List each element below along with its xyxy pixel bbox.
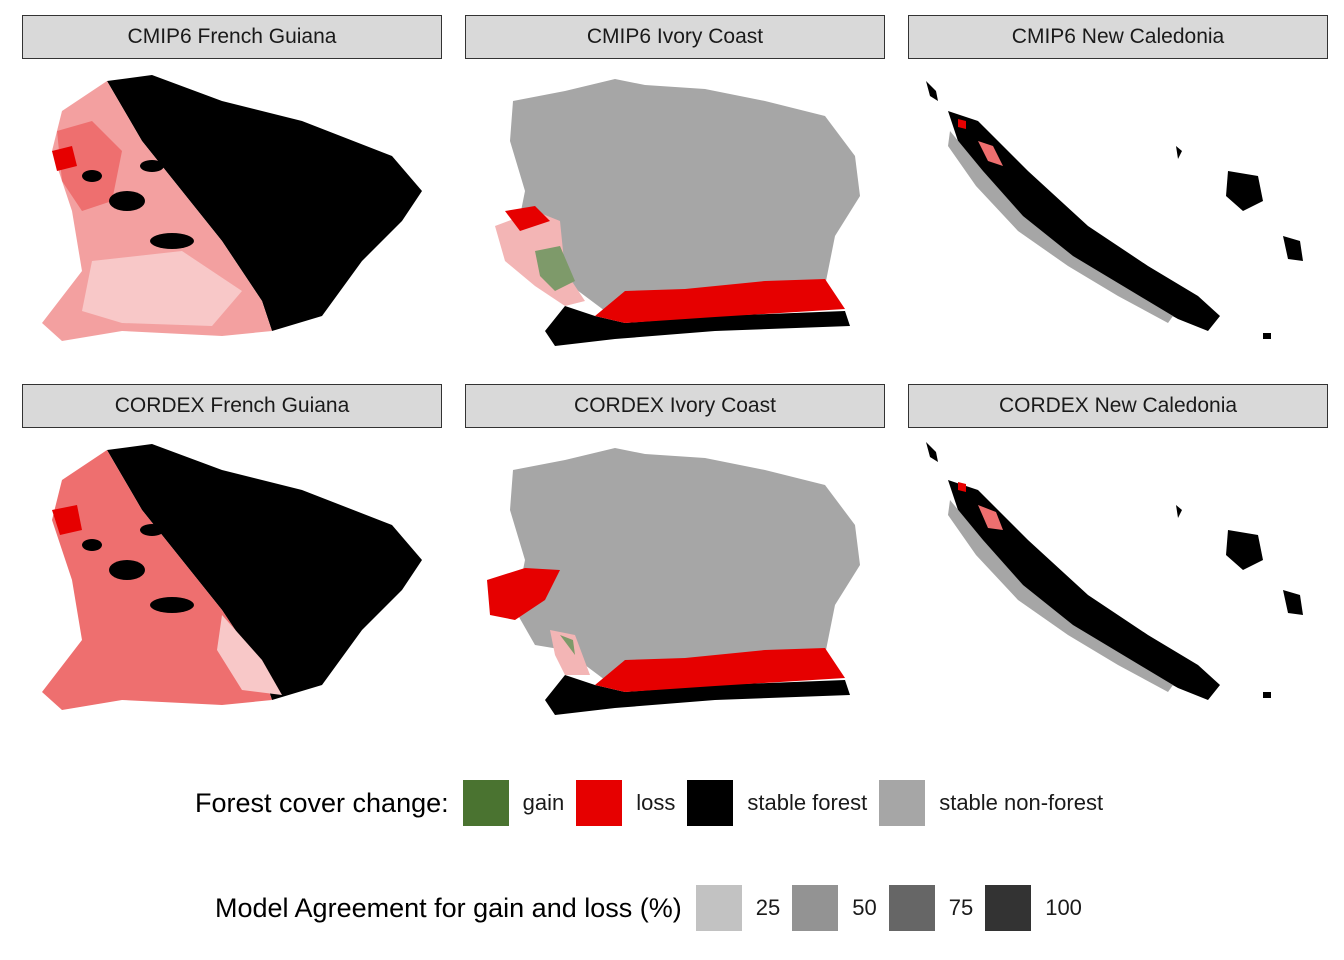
legend-key-stable-forest: [687, 780, 734, 826]
loss-light-region: [550, 630, 590, 675]
forest-patch: [150, 233, 194, 249]
loss-strong-spot: [958, 482, 966, 492]
legend-key-50: [792, 885, 839, 931]
panel-title: CORDEX French Guiana: [22, 384, 442, 428]
legend-label-50: 50: [852, 895, 877, 920]
loss-strong-spot: [52, 505, 82, 535]
legend-title: Forest cover change:: [195, 787, 449, 818]
forest-patch: [82, 170, 102, 182]
loss-dense-region: [57, 121, 122, 211]
loss-strong-spot: [505, 206, 550, 231]
island-patch: [1283, 236, 1303, 261]
map-french-guiana: [42, 75, 422, 341]
legend-label-25: 25: [755, 895, 781, 920]
forest-patch: [150, 597, 194, 613]
island-patch: [1263, 333, 1271, 339]
loss-region: [42, 450, 272, 710]
panel-title: CORDEX Ivory Coast: [465, 384, 885, 428]
panel-title: CORDEX New Caledonia: [908, 384, 1328, 428]
forest-patch: [109, 191, 145, 211]
legend-model-agreement: Model Agreement for gain and loss (%) 25…: [215, 885, 1094, 931]
map-new-caledonia: [926, 81, 1303, 339]
legend-label-stable-non-forest: stable non-forest: [939, 790, 1104, 815]
loss-light-region: [82, 251, 242, 326]
island-patch: [1176, 505, 1182, 518]
stable-nonforest-region: [510, 79, 860, 311]
forest-patch: [109, 560, 145, 580]
loss-region: [487, 568, 560, 620]
legend-label-stable-forest: stable forest: [747, 790, 868, 815]
stable-nonforest-region: [510, 448, 860, 680]
legend-label-gain: gain: [522, 790, 565, 815]
island-patch: [926, 442, 938, 462]
legend-key-25: [695, 885, 742, 931]
panel-cmip6-ivory-coast: CMIP6 Ivory Coast: [465, 15, 885, 355]
stable-forest-region: [107, 75, 422, 331]
legend-label-75: 75: [948, 895, 974, 920]
legend-label-100: 100: [1045, 895, 1082, 920]
forest-patch: [140, 160, 164, 172]
map-ivory-coast: [495, 79, 860, 346]
loss-region: [978, 141, 1003, 166]
forest-patch: [140, 524, 164, 536]
loss-region: [595, 279, 845, 323]
stable-forest-region: [545, 306, 850, 346]
panel-title: CMIP6 Ivory Coast: [465, 15, 885, 59]
loss-region: [978, 505, 1003, 530]
panel-title: CMIP6 French Guiana: [22, 15, 442, 59]
map-french-guiana: [42, 444, 422, 710]
legend-title: Model Agreement for gain and loss (%): [215, 892, 682, 923]
gain-region: [560, 635, 575, 655]
island-patch: [1226, 171, 1263, 211]
forest-patch: [82, 539, 102, 551]
legend-label-loss: loss: [636, 790, 676, 815]
island-patch: [1283, 590, 1303, 615]
island-patch: [1263, 692, 1271, 698]
panel-cordex-new-caledonia: CORDEX New Caledonia: [908, 384, 1328, 724]
loss-strong-spot: [52, 146, 77, 171]
stable-forest-region: [948, 480, 1220, 700]
legend-key-100: [985, 885, 1032, 931]
legend-key-gain: [462, 780, 509, 826]
stable-nonforest-region: [948, 131, 1173, 323]
stable-forest-region: [948, 111, 1220, 331]
island-patch: [1226, 530, 1263, 570]
panel-cordex-ivory-coast: CORDEX Ivory Coast: [465, 384, 885, 724]
stable-forest-region: [107, 444, 422, 700]
loss-region: [595, 648, 845, 692]
loss-light-region: [217, 615, 282, 695]
island-patch: [926, 81, 938, 101]
panel-cmip6-french-guiana: CMIP6 French Guiana: [22, 15, 442, 355]
island-patch: [1176, 146, 1182, 159]
map-new-caledonia: [926, 442, 1303, 700]
legend-forest-cover-change: Forest cover change: gain loss stable fo…: [195, 780, 1115, 826]
panel-cmip6-new-caledonia: CMIP6 New Caledonia: [908, 15, 1328, 355]
panel-title: CMIP6 New Caledonia: [908, 15, 1328, 59]
panel-cordex-french-guiana: CORDEX French Guiana: [22, 384, 442, 724]
map-ivory-coast: [487, 448, 860, 715]
loss-strong-spot: [958, 119, 966, 129]
legend-key-stable-non-forest: [879, 780, 926, 826]
stable-forest-region: [545, 675, 850, 715]
legend-key-75: [888, 885, 935, 931]
gain-region: [535, 246, 575, 291]
stable-nonforest-region: [948, 500, 1173, 692]
legend-key-loss: [576, 780, 623, 826]
